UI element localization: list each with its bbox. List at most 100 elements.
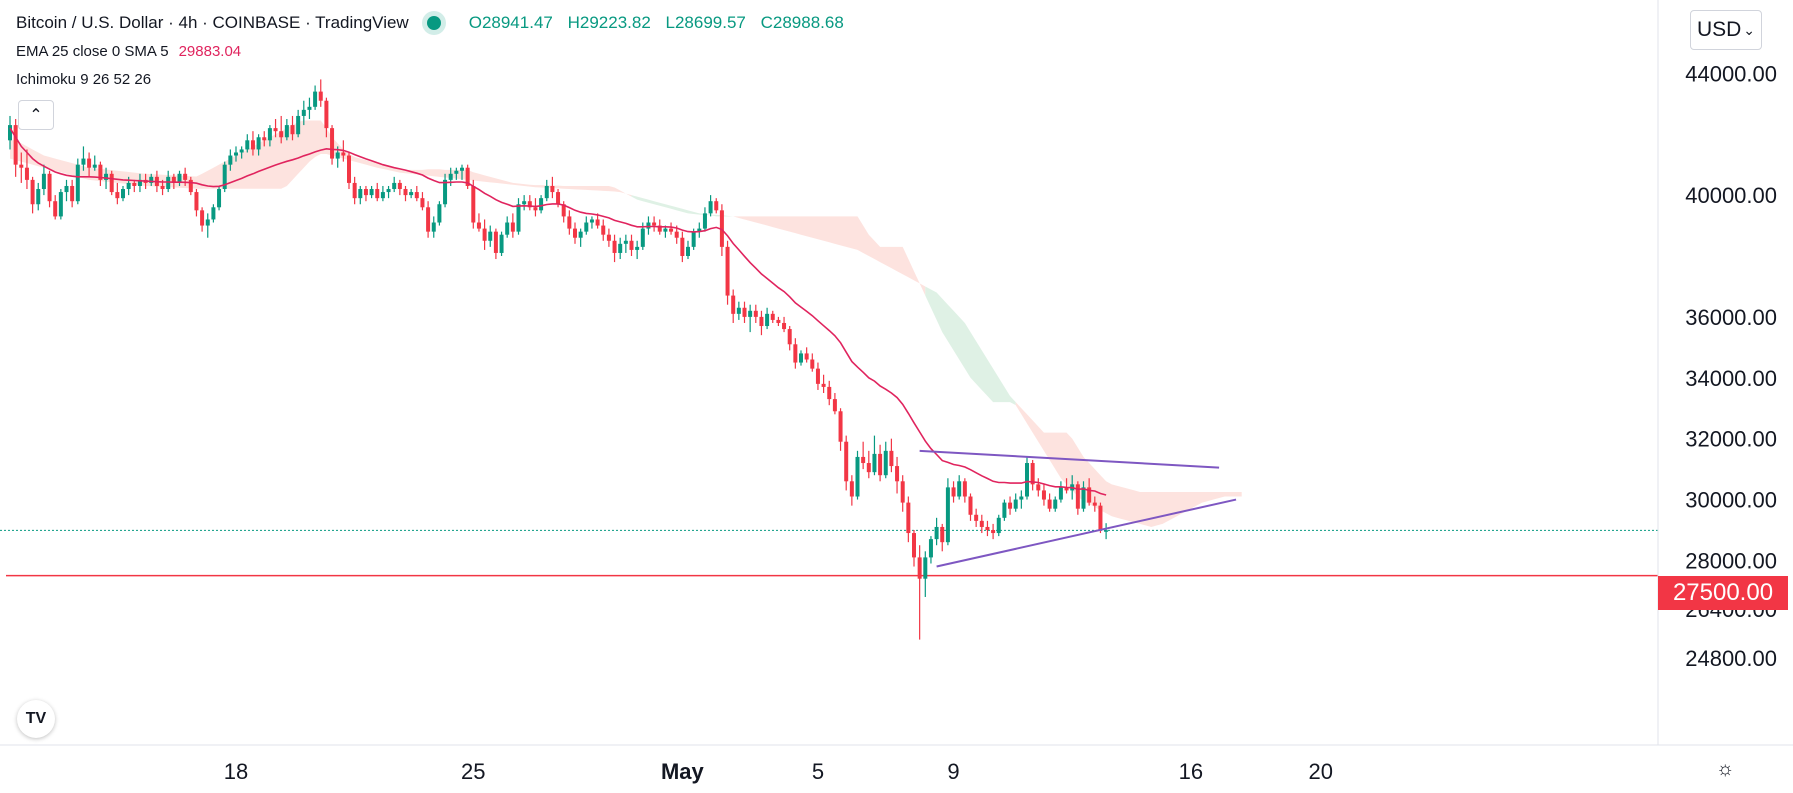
candle [431, 216, 436, 238]
candle [1013, 493, 1018, 512]
candle [426, 201, 431, 238]
candle [940, 523, 945, 552]
candle [606, 228, 611, 247]
candle [397, 179, 402, 196]
candle [601, 219, 606, 241]
support-price-label[interactable]: 27500.00 [1658, 576, 1788, 610]
candle [200, 207, 205, 232]
candle [471, 179, 476, 229]
candle [646, 216, 651, 235]
candlesticks [8, 79, 1109, 640]
candle [53, 195, 58, 220]
candle [1030, 459, 1035, 491]
price-tick-label: 32000.00 [1685, 427, 1777, 452]
candle [1098, 502, 1103, 534]
candle [539, 195, 544, 214]
candle [47, 170, 52, 208]
currency-selector[interactable]: USD ⌄ [1690, 10, 1762, 50]
candle [324, 97, 329, 138]
candle [403, 185, 408, 202]
candle [748, 304, 753, 333]
candle [482, 219, 487, 250]
candle [787, 326, 792, 351]
candle [753, 304, 758, 323]
candle [267, 125, 272, 147]
candle [64, 179, 69, 202]
collapse-legend-button[interactable]: ⌃ [18, 100, 54, 130]
candle [245, 134, 250, 153]
candle [205, 213, 210, 238]
tradingview-logo-icon[interactable]: TV [17, 700, 55, 738]
symbol-title[interactable]: Bitcoin / U.S. Dollar · 4h · COINBASE · … [16, 13, 409, 32]
time-axis[interactable]: 18 25 May 5 9 16 20 [224, 759, 1333, 784]
currency-label: USD [1696, 18, 1742, 41]
candle [318, 79, 323, 107]
candle [493, 228, 498, 260]
candle [19, 152, 24, 183]
candle [437, 201, 442, 226]
candle [465, 164, 470, 190]
candle [844, 435, 849, 491]
candle [951, 481, 956, 503]
price-tick-label: 44000.00 [1685, 61, 1777, 86]
lower-trendline[interactable] [936, 498, 1237, 568]
ichimoku-cloud [10, 120, 1242, 527]
candle [686, 240, 690, 260]
ema-indicator-name[interactable]: EMA 25 close 0 SMA 5 [16, 42, 169, 60]
candle [41, 164, 46, 196]
candle [849, 475, 854, 506]
candle [488, 225, 493, 247]
close-value: C28988.68 [760, 13, 844, 32]
candle [347, 152, 351, 190]
candle [137, 173, 142, 193]
candle [567, 210, 572, 235]
candle [250, 131, 255, 156]
candle [1104, 523, 1109, 540]
candle [279, 115, 284, 144]
candle [912, 530, 916, 567]
candle [1081, 481, 1086, 512]
candle [669, 222, 674, 235]
candle [895, 456, 900, 494]
upper-trendline[interactable] [919, 449, 1220, 469]
time-tick-label: May [661, 759, 705, 784]
candle [516, 198, 521, 235]
cloud-bearish-segment [10, 120, 632, 197]
candle [352, 176, 357, 205]
candle [363, 185, 368, 202]
candle [222, 161, 227, 193]
candle [369, 185, 374, 199]
chevron-up-icon: ⌃ [29, 107, 43, 124]
candle [443, 173, 448, 208]
settings-gear-icon[interactable]: ☼ [1716, 758, 1735, 780]
candle [36, 182, 41, 211]
ohlc-values: O28941.47 H29223.82 L28699.57 C28988.68 [469, 13, 854, 33]
low-value: L28699.57 [665, 13, 746, 32]
candle [697, 222, 702, 238]
candle [759, 310, 764, 336]
candle [290, 115, 295, 141]
price-tick-label: 36000.00 [1685, 305, 1777, 330]
candle [1087, 478, 1092, 506]
ema-line [9, 127, 1107, 496]
ichimoku-indicator-name[interactable]: Ichimoku 9 26 52 26 [16, 70, 152, 88]
candle [827, 380, 832, 406]
trendlines[interactable] [919, 449, 1237, 568]
candle [618, 237, 623, 260]
candle [1058, 481, 1063, 503]
candle [375, 182, 380, 202]
candle [1025, 456, 1029, 500]
candle [454, 167, 459, 180]
candle [883, 441, 888, 479]
candle [878, 444, 883, 482]
cloud-bearish-segment [1015, 402, 1242, 527]
candle [358, 185, 363, 205]
price-tick-label: 30000.00 [1685, 488, 1777, 513]
candle [1002, 499, 1007, 521]
candle [589, 216, 594, 229]
market-status-icon [426, 16, 441, 30]
price-tick-label: 40000.00 [1685, 183, 1777, 208]
candle [1019, 490, 1024, 509]
candle [793, 338, 798, 369]
